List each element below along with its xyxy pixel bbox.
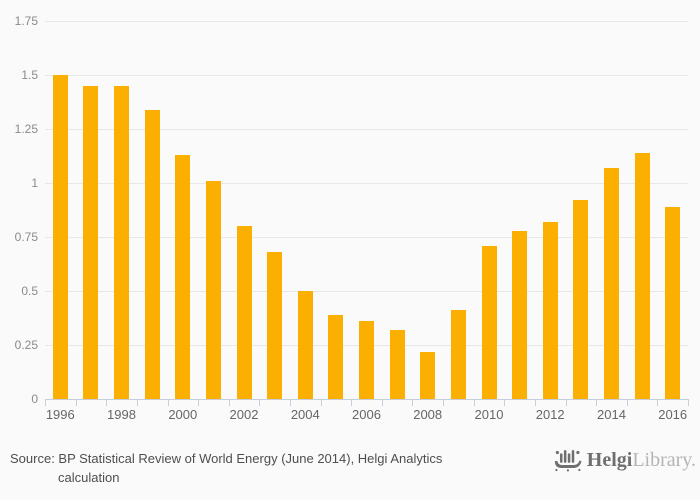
bar-chart: 0 0.25 0.5 0.75 1 1.25 1.5 1.75 1996 1998 2000 2002…: [14, 14, 689, 422]
y-axis-label: 0.25: [14, 338, 38, 352]
x-axis-label: 2004: [290, 407, 320, 422]
logo-text-library: Library.: [632, 448, 696, 471]
bar-2009[interactable]: [450, 310, 466, 399]
x-axis-tick: [106, 399, 108, 406]
x-axis-tick: [228, 399, 230, 406]
bar-2000[interactable]: [175, 154, 191, 399]
bar-2008[interactable]: [420, 351, 436, 399]
x-axis-label: 2000: [168, 407, 198, 422]
bar-2006[interactable]: [359, 321, 374, 399]
x-axis-tick: [504, 399, 506, 406]
bar-2014[interactable]: [604, 167, 619, 399]
gridline-y-1.75: [45, 21, 688, 22]
bar-1998[interactable]: [114, 85, 129, 399]
x-axis-label: 2012: [535, 407, 565, 422]
gridline-y-1.5: [45, 75, 688, 76]
x-axis-label: 1996: [45, 407, 75, 422]
y-axis-label: 0: [31, 392, 38, 406]
bar-2002[interactable]: [236, 226, 252, 399]
helgi-library-logo[interactable]: HelgiLibrary.: [554, 446, 696, 473]
x-axis-tick: [626, 399, 628, 406]
x-axis-tick: [657, 399, 659, 406]
x-axis-tick: [534, 399, 536, 406]
bar-2015[interactable]: [634, 152, 650, 399]
gridline-y-0.5: [45, 291, 688, 292]
x-axis-tick: [443, 399, 444, 406]
x-axis-tick: [565, 399, 567, 406]
bar-2011[interactable]: [512, 230, 528, 399]
x-axis-tick: [320, 399, 322, 406]
source-note: Source: BP Statistical Review of World E…: [10, 449, 442, 487]
bar-1999[interactable]: [144, 109, 160, 399]
logo-text: HelgiLibrary.: [587, 448, 696, 472]
bar-2005[interactable]: [328, 314, 344, 399]
x-axis-tick: [136, 399, 138, 406]
bar-2016[interactable]: [665, 206, 681, 399]
y-axis-label: 1.5: [21, 68, 38, 82]
bar-2012[interactable]: [542, 221, 558, 399]
bar-2003[interactable]: [267, 252, 283, 399]
x-axis-label: 2010: [474, 407, 504, 422]
x-axis-tick: [381, 399, 383, 406]
x-axis-tick: [75, 399, 77, 406]
bar-2001[interactable]: [205, 180, 221, 399]
bar-2004[interactable]: [297, 291, 313, 399]
gridline-y-1.25: [45, 129, 688, 130]
x-axis-tick: [198, 399, 200, 406]
x-axis-tick: [259, 399, 261, 406]
gridline-y-0.75: [45, 237, 688, 238]
bar-2013[interactable]: [573, 200, 589, 399]
y-axis-label: 1.75: [14, 14, 38, 28]
y-axis-label: 1: [31, 176, 38, 190]
y-axis-label: 0.75: [14, 230, 38, 244]
bar-2010[interactable]: [481, 245, 497, 399]
x-axis-label: 2008: [413, 407, 443, 422]
x-axis-tick: [290, 399, 291, 406]
x-axis-tick: [351, 399, 353, 406]
x-axis-label: 2016: [658, 407, 688, 422]
x-axis-tick: [473, 399, 475, 406]
x-axis-label: 2006: [352, 407, 381, 422]
x-axis-tick: [688, 399, 689, 406]
x-axis-tick: [45, 399, 46, 406]
y-axis-label: 1.25: [14, 122, 38, 136]
source-text-line1: Source: BP Statistical Review of World E…: [10, 451, 443, 466]
x-axis-line: [45, 399, 688, 400]
bar-1996[interactable]: [52, 75, 68, 399]
x-axis-tick: [412, 399, 414, 406]
y-axis-label: 0.5: [21, 284, 38, 298]
chart-footer: Source: BP Statistical Review of World E…: [0, 440, 700, 500]
source-text-line2: calculation: [58, 470, 120, 485]
bar-1997[interactable]: [83, 85, 99, 399]
helgi-ship-icon: [554, 446, 582, 473]
logo-text-helgi: Helgi: [586, 448, 633, 471]
x-axis-tick: [167, 399, 169, 406]
x-axis-label: 1998: [107, 407, 136, 422]
gridline-y-1: [45, 183, 688, 184]
x-axis-tick: [596, 399, 598, 406]
x-axis-label: 2014: [597, 407, 626, 422]
x-axis-label: 2002: [229, 407, 259, 422]
bar-2007[interactable]: [389, 329, 405, 399]
